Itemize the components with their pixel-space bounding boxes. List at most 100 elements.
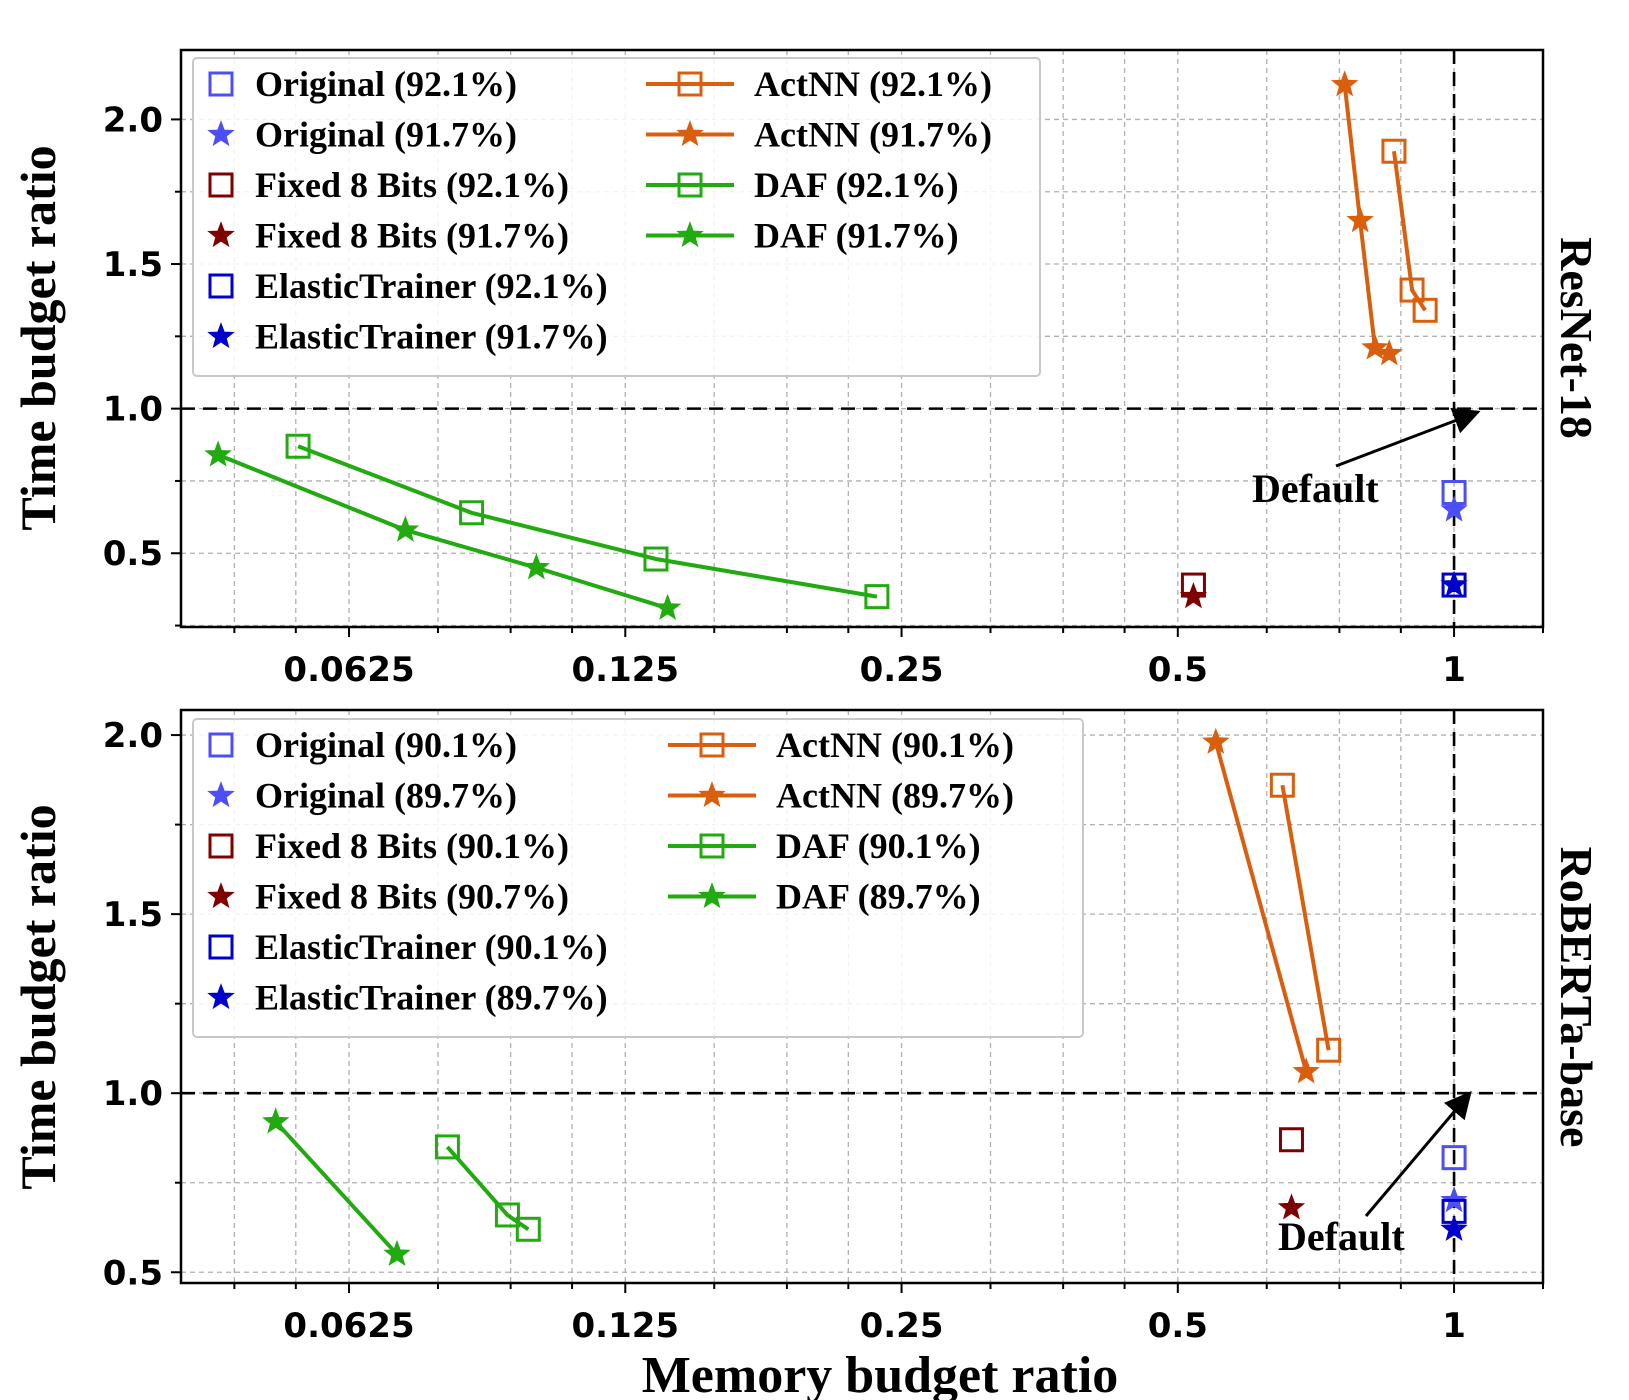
legend-label: ActNN (92.1%): [754, 64, 992, 104]
legend-square-marker: [208, 833, 234, 859]
legend-label: ElasticTrainer (89.7%): [255, 978, 608, 1018]
data-point-star: [1179, 582, 1208, 609]
legend-item: Original (92.1%): [208, 64, 517, 104]
x-tick-label: 0.125: [572, 650, 680, 690]
data-point-square: [1441, 1145, 1467, 1171]
x-tick-label: 0.25: [860, 1306, 944, 1346]
legend-item: ElasticTrainer (92.1%): [208, 266, 608, 306]
legend-item: ActNN (92.1%): [646, 64, 992, 104]
legend-label: Original (92.1%): [255, 64, 517, 104]
x-axis-label: Memory budget ratio: [642, 1347, 1119, 1400]
legend-item: DAF (89.7%): [668, 877, 981, 917]
legend-label: ActNN (91.7%): [754, 115, 992, 155]
data-point-square: [643, 546, 669, 572]
data-point-star: [1440, 570, 1468, 597]
legend-item: ActNN (89.7%): [668, 776, 1014, 816]
data-point-square: [285, 433, 311, 459]
legend-label: Original (91.7%): [255, 115, 517, 155]
data-point-square: [864, 584, 890, 610]
axes-frame: [179, 48, 1545, 629]
data-point-star: [1202, 727, 1230, 754]
y-tick-label: 0.5: [103, 1253, 163, 1293]
legend-star-marker: [207, 781, 235, 808]
roberta-panel: 0.5 1.0 1.5 2.0 0.0625 0.125 0.25 0.5 1 Time budg…: [10, 708, 1602, 1346]
legend: Original (90.1%) Original (89.7%) Fixed 8 …: [192, 718, 1084, 1038]
legend-square-marker: [208, 273, 234, 299]
legend-label: Fixed 8 Bits (90.1%): [255, 826, 569, 866]
default-label: Default: [1278, 1214, 1405, 1259]
legend-box: [192, 57, 1041, 377]
legend-label: DAF (92.1%): [754, 165, 959, 205]
data-point-star: [204, 440, 232, 467]
legend-item: Original (91.7%): [207, 115, 517, 155]
data-point-star: [1277, 1193, 1306, 1220]
y-tick-label: 1.0: [103, 1074, 163, 1114]
data-point-star: [383, 1239, 411, 1267]
data-point-square: [1399, 277, 1425, 303]
legend-item: Fixed 8 Bits (92.1%): [208, 165, 569, 205]
x-tick-label: 0.5: [1148, 650, 1208, 690]
x-tick-label: 0.0625: [283, 1306, 414, 1346]
legend-item: ActNN (90.1%): [668, 725, 1014, 765]
panel-label: RoBERTa-base: [1551, 847, 1602, 1148]
data-point-square: [1269, 772, 1295, 798]
x-tick-label: 0.5: [1148, 1306, 1208, 1346]
data-point-star: [1292, 1057, 1320, 1084]
data-point-star: [522, 553, 551, 580]
data-point-star: [391, 515, 420, 542]
data-point-square: [1412, 297, 1438, 323]
y-tick-label: 0.5: [103, 534, 163, 574]
x-tick-label: 1: [1442, 650, 1466, 690]
legend-item: ElasticTrainer (89.7%): [207, 978, 608, 1018]
legend-star-marker: [207, 322, 235, 349]
series-line: [1213, 741, 1309, 1073]
legend-label: DAF (91.7%): [754, 216, 959, 256]
data-point-square: [1278, 1127, 1304, 1153]
series-line: [217, 453, 669, 611]
legend-star-marker: [207, 882, 235, 909]
series-line: [1392, 150, 1427, 312]
legend-star-marker: [698, 882, 726, 909]
legend-item: ElasticTrainer (90.1%): [208, 927, 608, 967]
y-tick-label: 1.5: [103, 895, 163, 935]
y-axis-label: Time budget ratio: [10, 145, 66, 530]
data-point-star: [653, 593, 682, 620]
legend-star-marker: [698, 781, 726, 808]
legend-box: [192, 718, 1084, 1038]
legend-label: Original (89.7%): [255, 776, 517, 816]
data-point-star: [1440, 1214, 1468, 1241]
y-tick-label: 2.0: [103, 100, 163, 140]
legend-square-marker: [677, 71, 703, 97]
data-point-star: [262, 1107, 290, 1134]
legend-item: Original (89.7%): [207, 776, 517, 816]
x-tick-label: 0.125: [572, 1306, 680, 1346]
data-point-square: [1381, 138, 1407, 164]
series-line: [445, 1145, 530, 1231]
legend-square-marker: [208, 71, 234, 97]
legend-label: Fixed 8 Bits (90.7%): [255, 877, 569, 917]
data-point-star: [1375, 339, 1404, 366]
series-line: [274, 1120, 399, 1256]
legend-star-marker: [676, 120, 704, 147]
y-axis-label: Time budget ratio: [10, 804, 66, 1189]
x-tick-label: 0.0625: [283, 650, 414, 690]
legend-item: ElasticTrainer (91.7%): [207, 317, 608, 357]
data-point-square: [459, 500, 485, 526]
legend-star-marker: [207, 983, 235, 1010]
default-label: Default: [1252, 466, 1379, 511]
data-point-star: [1346, 206, 1374, 233]
legend-star-marker: [207, 221, 235, 248]
default-arrow: [1364, 1090, 1472, 1217]
data-point-star: [1330, 70, 1359, 97]
data-point-square: [494, 1202, 520, 1228]
legend-label: ActNN (90.1%): [776, 725, 1014, 765]
legend-square-marker: [699, 833, 725, 859]
legend-item: Fixed 8 Bits (90.1%): [208, 826, 569, 866]
legend-item: DAF (92.1%): [646, 165, 959, 205]
data-point-square: [515, 1216, 541, 1242]
series-line: [297, 444, 878, 599]
legend-star-marker: [207, 120, 235, 147]
legend-square-marker: [677, 172, 703, 198]
legend-item: ActNN (91.7%): [646, 115, 992, 155]
legend-star-marker: [676, 221, 704, 248]
